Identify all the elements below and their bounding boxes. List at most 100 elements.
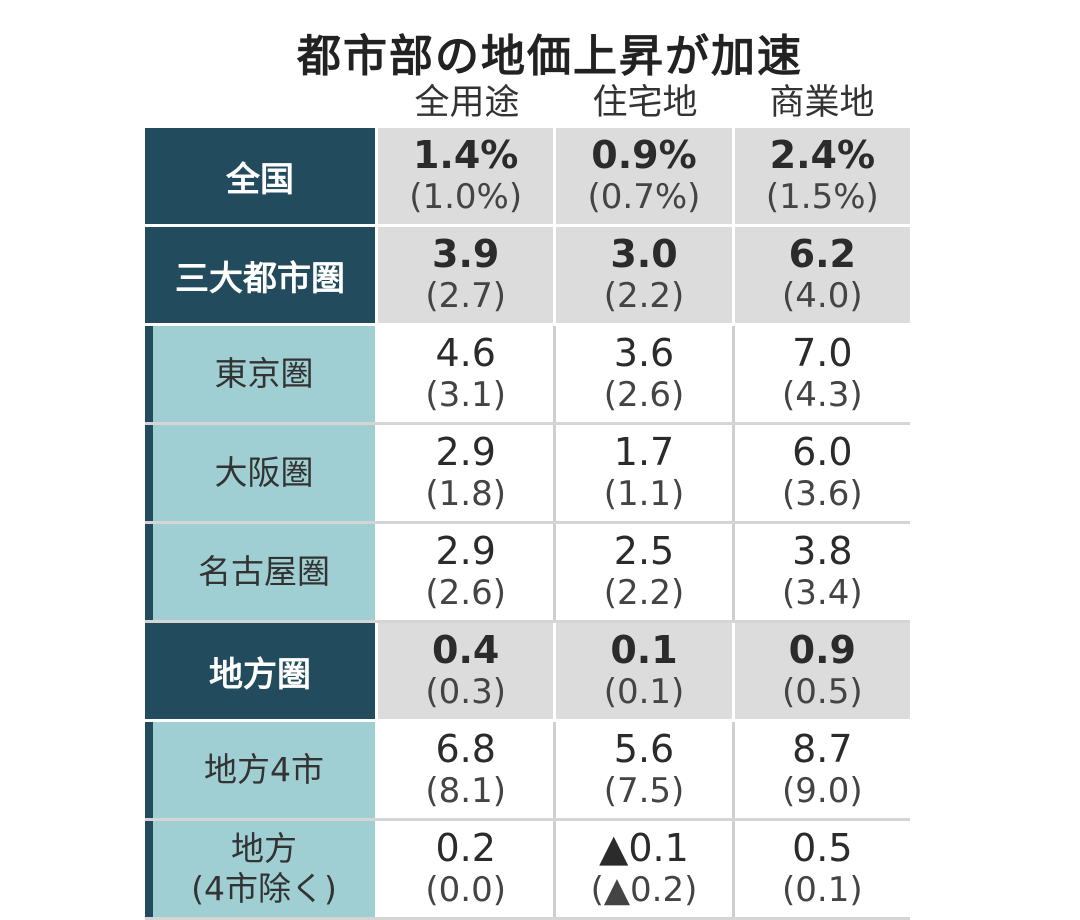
- previous-value: (1.0%): [409, 177, 523, 217]
- table-row: 地方 (4市除く) 0.2 (0.0) ▲0.1 (▲0.2) 0.5 (0.1): [145, 821, 910, 920]
- current-value: 6.8: [435, 727, 496, 771]
- current-value: 3.8: [792, 529, 853, 573]
- current-value: 0.4: [432, 628, 500, 672]
- cell-commercial: 6.2 (4.0): [734, 227, 910, 323]
- current-value: 2.9: [435, 430, 496, 474]
- previous-value: (1.8): [425, 474, 506, 514]
- row-header: 全国: [145, 128, 378, 224]
- row-header: 地方 (4市除く): [145, 821, 378, 917]
- table-row: 名古屋圏 2.9 (2.6) 2.5 (2.2) 3.8 (3.4): [145, 524, 910, 623]
- current-value: 3.6: [613, 331, 675, 375]
- current-value: 0.9: [788, 628, 856, 672]
- current-value: 0.1: [610, 628, 678, 672]
- table-row: 大阪圏 2.9 (1.8) 1.7 (1.1) 6.0 (3.6): [145, 425, 910, 524]
- cell-residential: 3.6 (2.6): [556, 326, 735, 422]
- previous-value: (2.2): [603, 573, 685, 613]
- current-value: 6.2: [788, 232, 856, 276]
- previous-value: (8.1): [425, 771, 506, 811]
- cell-all-use: 2.9 (1.8): [378, 425, 557, 521]
- previous-value: (0.0): [425, 870, 506, 910]
- land-price-table: 全国 1.4% (1.0%) 0.9% (0.7%) 2.4% (1.5%) 三大都市圏 3.9…: [145, 128, 910, 920]
- current-value: 2.4%: [769, 133, 876, 177]
- previous-value: (2.2): [603, 276, 685, 316]
- row-label: 地方: [231, 829, 297, 868]
- previous-value: (3.1): [425, 375, 506, 415]
- previous-value: (3.6): [782, 474, 863, 514]
- current-value: 4.6: [435, 331, 496, 375]
- cell-commercial: 0.9 (0.5): [734, 623, 910, 719]
- chart-title: 都市部の地価上昇が加速: [297, 31, 803, 82]
- row-label: 地方4市: [204, 750, 324, 789]
- previous-value: (3.4): [782, 573, 863, 613]
- cell-residential: 5.6 (7.5): [556, 722, 735, 818]
- previous-value: (0.5): [782, 672, 863, 712]
- previous-value: (0.1): [782, 870, 863, 910]
- row-label: 全国: [226, 159, 294, 200]
- previous-value: (0.3): [425, 672, 506, 712]
- cell-residential: ▲0.1 (▲0.2): [556, 821, 735, 917]
- previous-value: (9.0): [782, 771, 863, 811]
- column-header-commercial: 商業地: [769, 83, 875, 123]
- current-value: 0.2: [435, 826, 496, 870]
- column-header-residential: 住宅地: [592, 83, 698, 123]
- current-value: 3.9: [432, 232, 500, 276]
- current-value: 3.0: [610, 232, 678, 276]
- cell-commercial: 3.8 (3.4): [734, 524, 910, 620]
- cell-residential: 3.0 (2.2): [556, 227, 735, 323]
- cell-all-use: 2.9 (2.6): [378, 524, 557, 620]
- previous-value: (0.7%): [587, 177, 701, 217]
- table-row: 三大都市圏 3.9 (2.7) 3.0 (2.2) 6.2 (4.0): [145, 227, 910, 326]
- current-value: 1.7: [613, 430, 675, 474]
- previous-value: (▲0.2): [590, 870, 698, 910]
- cell-residential: 0.9% (0.7%): [556, 128, 735, 224]
- cell-all-use: 1.4% (1.0%): [378, 128, 557, 224]
- current-value: 7.0: [792, 331, 853, 375]
- row-label-line2: (4市除く): [191, 869, 337, 908]
- current-value: 8.7: [792, 727, 853, 771]
- current-value: 2.9: [435, 529, 496, 573]
- current-value: ▲0.1: [599, 826, 689, 870]
- table-row: 地方4市 6.8 (8.1) 5.6 (7.5) 8.7 (9.0): [145, 722, 910, 821]
- table-row: 地方圏 0.4 (0.3) 0.1 (0.1) 0.9 (0.5): [145, 623, 910, 722]
- cell-residential: 1.7 (1.1): [556, 425, 735, 521]
- previous-value: (1.1): [603, 474, 685, 514]
- row-header: 大阪圏: [145, 425, 378, 521]
- cell-commercial: 2.4% (1.5%): [734, 128, 910, 224]
- current-value: 2.5: [613, 529, 675, 573]
- row-header: 東京圏: [145, 326, 378, 422]
- table-row: 東京圏 4.6 (3.1) 3.6 (2.6) 7.0 (4.3): [145, 326, 910, 425]
- table-row: 全国 1.4% (1.0%) 0.9% (0.7%) 2.4% (1.5%): [145, 128, 910, 227]
- row-header: 地方圏: [145, 623, 378, 719]
- current-value: 5.6: [613, 727, 675, 771]
- row-header: 地方4市: [145, 722, 378, 818]
- column-header-all-use: 全用途: [414, 83, 520, 123]
- previous-value: (2.6): [603, 375, 685, 415]
- current-value: 6.0: [792, 430, 853, 474]
- cell-all-use: 4.6 (3.1): [378, 326, 557, 422]
- row-header: 三大都市圏: [145, 227, 378, 323]
- cell-residential: 0.1 (0.1): [556, 623, 735, 719]
- row-label: 三大都市圏: [175, 258, 345, 299]
- cell-all-use: 0.2 (0.0): [378, 821, 557, 917]
- row-label: 地方圏: [209, 654, 311, 695]
- cell-commercial: 6.0 (3.6): [734, 425, 910, 521]
- row-label: 東京圏: [214, 354, 314, 393]
- current-value: 0.9%: [591, 133, 697, 177]
- row-label: 大阪圏: [214, 453, 314, 492]
- previous-value: (2.6): [425, 573, 506, 613]
- previous-value: (4.3): [782, 375, 863, 415]
- current-value: 1.4%: [412, 133, 519, 177]
- cell-commercial: 7.0 (4.3): [734, 326, 910, 422]
- previous-value: (4.0): [782, 276, 863, 316]
- cell-commercial: 8.7 (9.0): [734, 722, 910, 818]
- cell-commercial: 0.5 (0.1): [734, 821, 910, 917]
- previous-value: (0.1): [603, 672, 685, 712]
- previous-value: (1.5%): [765, 177, 879, 217]
- cell-all-use: 6.8 (8.1): [378, 722, 557, 818]
- current-value: 0.5: [792, 826, 853, 870]
- cell-all-use: 3.9 (2.7): [378, 227, 557, 323]
- previous-value: (2.7): [425, 276, 506, 316]
- row-label: 名古屋圏: [198, 552, 330, 591]
- cell-residential: 2.5 (2.2): [556, 524, 735, 620]
- previous-value: (7.5): [603, 771, 685, 811]
